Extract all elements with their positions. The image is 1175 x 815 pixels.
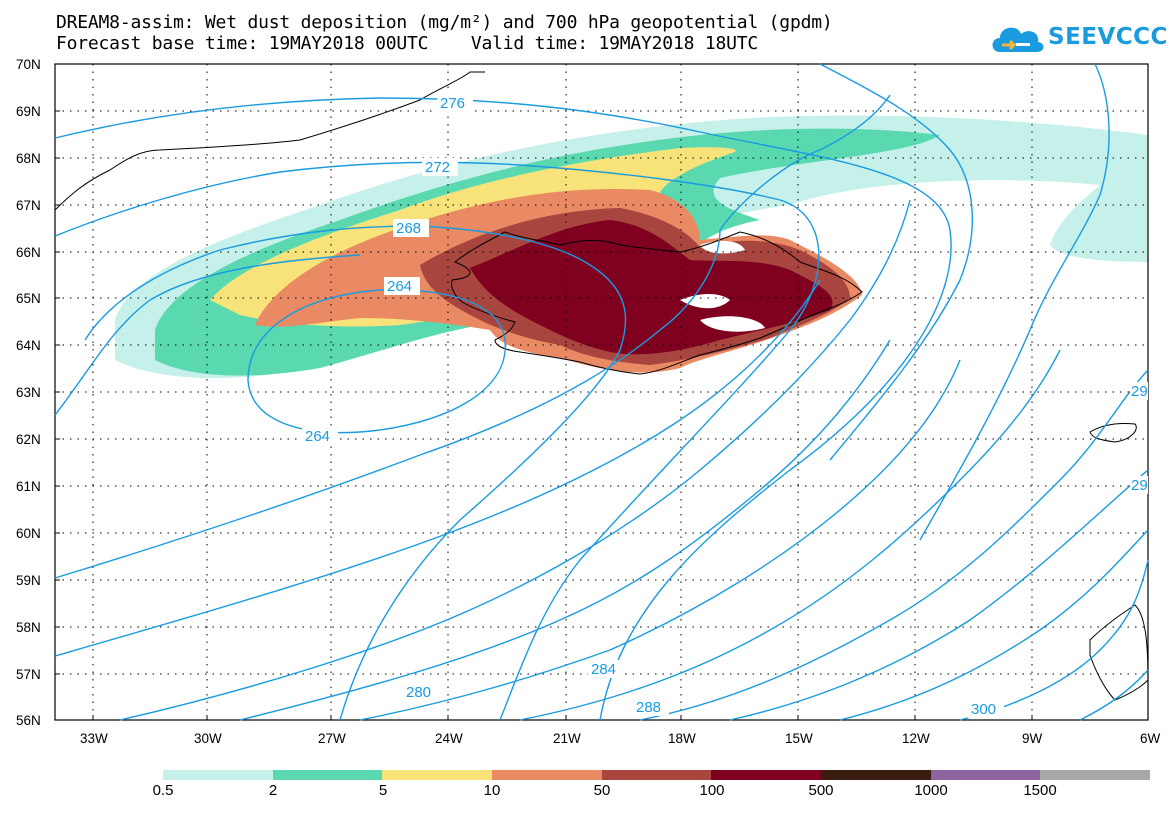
- legend-swatch: [1040, 770, 1151, 780]
- contour-label: 288: [636, 699, 661, 716]
- lon-label: 15W: [785, 731, 813, 746]
- legend-label: 10: [483, 782, 501, 799]
- contour-280: [54, 94, 891, 579]
- lat-label: 64N: [16, 338, 41, 353]
- deposition-clear-1: [680, 240, 765, 332]
- contour-labels: 276 272 268 264 264 280 284 288 300 29 2…: [302, 94, 1148, 718]
- contour-label: 280: [406, 684, 431, 701]
- lon-label: 6W: [1140, 731, 1161, 746]
- lat-label: 63N: [16, 385, 41, 400]
- lat-label: 56N: [16, 713, 41, 728]
- contour-label: 276: [440, 95, 465, 112]
- legend-label: 500: [808, 782, 834, 799]
- contour-h: [919, 63, 1110, 541]
- map-title: DREAM8-assim: Wet dust deposition (mg/m²…: [56, 12, 833, 33]
- color-legend: [163, 770, 1151, 780]
- lat-label: 57N: [16, 667, 41, 682]
- contour-f: [1079, 669, 1149, 721]
- lon-label: 33W: [80, 731, 108, 746]
- longitude-labels: 33W 30W 27W 24W 21W 18W 15W 12W 9W 6W: [80, 731, 1161, 746]
- contour-g: [819, 63, 974, 461]
- contour-264-inner: [247, 289, 506, 434]
- contour-264-outer: [54, 254, 361, 416]
- lat-label: 65N: [16, 291, 41, 306]
- axis-ticks: [55, 63, 1033, 720]
- lon-label: 30W: [194, 731, 222, 746]
- latitude-labels: 70N 69N 68N 67N 66N 65N 64N 63N 62N 61N …: [16, 57, 41, 728]
- lat-label: 59N: [16, 573, 41, 588]
- contour-280b: [54, 279, 821, 657]
- contour-label: 264: [387, 278, 412, 295]
- lat-label: 62N: [16, 432, 41, 447]
- legend-label: 2: [268, 782, 278, 799]
- legend-swatch: [382, 770, 493, 780]
- scotland-coast: [1089, 604, 1149, 701]
- contour-label: 29: [1131, 477, 1148, 494]
- legend-swatch: [272, 770, 383, 780]
- iceland-coast: [451, 231, 863, 375]
- contour-label: 284: [591, 661, 616, 678]
- legend-label: 1000: [914, 782, 948, 799]
- legend-swatch: [711, 770, 822, 780]
- contour-b: [519, 349, 1061, 721]
- lat-label: 61N: [16, 479, 41, 494]
- contour-label: 300: [971, 701, 996, 718]
- greenland-coast: [54, 71, 485, 211]
- contour-e: [839, 529, 1149, 721]
- lat-label: 60N: [16, 526, 41, 541]
- legend-label: 100: [699, 782, 725, 799]
- lon-label: 18W: [668, 731, 696, 746]
- contour-label: 268: [396, 220, 421, 237]
- lat-label: 68N: [16, 151, 41, 166]
- lat-label: 69N: [16, 104, 41, 119]
- cloud-icon: [992, 27, 1044, 52]
- contour-276: [54, 97, 952, 721]
- legend-swatch: [601, 770, 712, 780]
- legend-swatch: [163, 770, 273, 780]
- lat-label: 70N: [16, 57, 41, 72]
- contour-284: [119, 199, 911, 721]
- lat-label: 58N: [16, 620, 41, 635]
- map-subtitle: Forecast base time: 19MAY2018 00UTC Vali…: [56, 33, 759, 54]
- lon-label: 9W: [1022, 731, 1043, 746]
- contour-268: [84, 225, 627, 721]
- lon-label: 21W: [553, 731, 581, 746]
- legend-label: 50: [593, 782, 611, 799]
- legend-swatch: [492, 770, 602, 780]
- lon-label: 12W: [902, 731, 930, 746]
- contour-300: [959, 559, 1149, 721]
- lon-label: 24W: [435, 731, 463, 746]
- lat-label: 67N: [16, 198, 41, 213]
- legend-swatch: [930, 770, 1041, 780]
- contour-c: [639, 369, 1149, 721]
- legend-label: 1500: [1023, 782, 1057, 799]
- contour-288: [239, 339, 891, 721]
- contour-d: [729, 469, 1149, 721]
- contour-label: 264: [305, 428, 330, 445]
- geopotential-contours: [54, 63, 1149, 721]
- contour-label: 272: [425, 159, 450, 176]
- contour-a: [359, 359, 961, 721]
- contour-label: 29: [1131, 383, 1148, 400]
- lon-label: 27W: [318, 731, 346, 746]
- legend-swatch: [821, 770, 931, 780]
- legend-label: 5: [378, 782, 388, 799]
- lat-label: 66N: [16, 245, 41, 260]
- seevccc-logo: SEEVCCC: [988, 18, 1167, 58]
- logo-text: SEEVCCC: [1048, 24, 1168, 50]
- legend-label: 0.5: [152, 782, 174, 799]
